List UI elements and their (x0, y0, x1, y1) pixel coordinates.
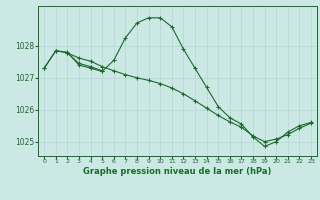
X-axis label: Graphe pression niveau de la mer (hPa): Graphe pression niveau de la mer (hPa) (84, 167, 272, 176)
